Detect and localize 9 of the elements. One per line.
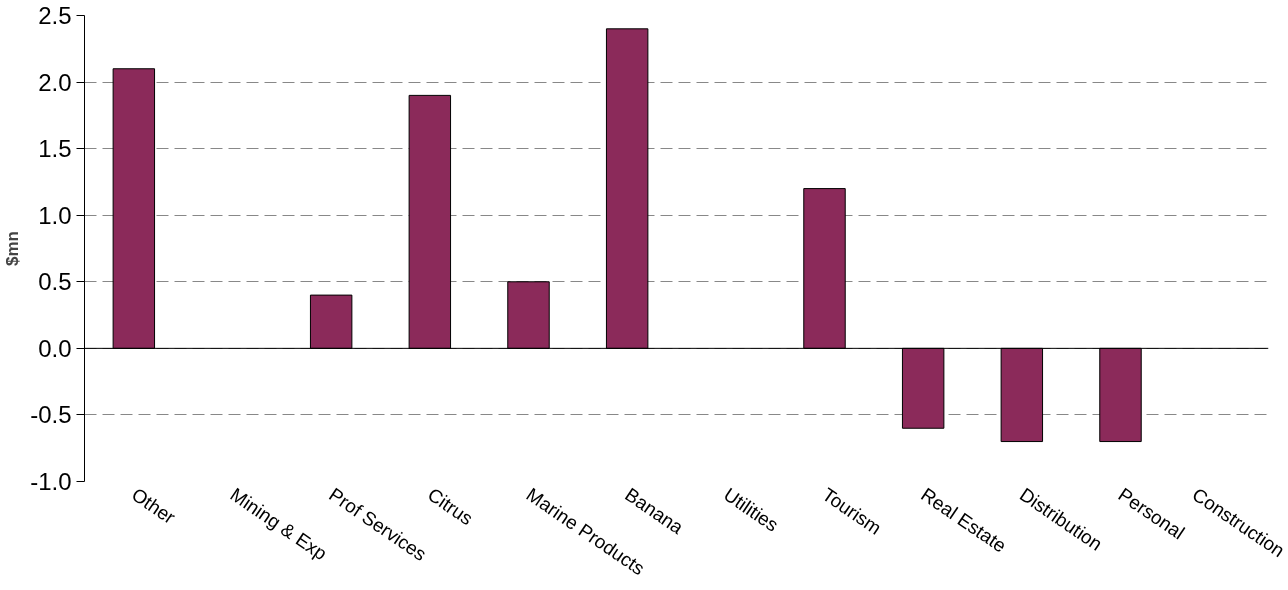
y-tick-label: -1.0 [30, 468, 72, 495]
y-tick-label: 1.5 [38, 135, 72, 163]
y-tick-label: 2.5 [38, 2, 72, 29]
y-axis-title: $mn [3, 231, 23, 266]
y-tick-label: 2.0 [38, 68, 72, 96]
y-tick-label: 0.0 [38, 334, 72, 362]
y-tick-label: 1.0 [38, 201, 72, 229]
y-tick-label: -0.5 [30, 401, 72, 429]
y-tick-label: 0.5 [38, 268, 72, 296]
